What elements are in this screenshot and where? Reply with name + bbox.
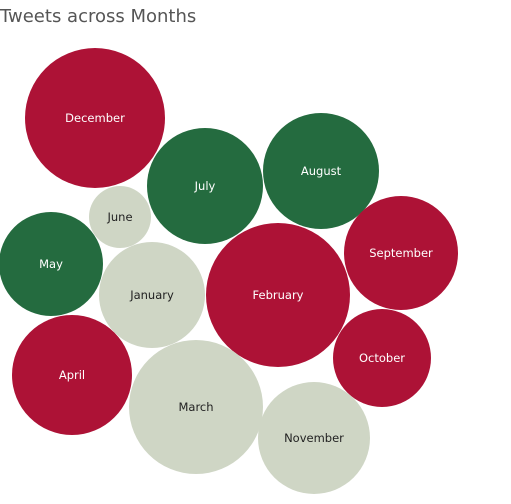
- bubble-october[interactable]: [333, 309, 431, 407]
- bubble-label-june: June: [106, 210, 132, 224]
- bubble-may[interactable]: [0, 212, 103, 316]
- bubble-label-february: February: [253, 288, 304, 302]
- bubble-label-july: July: [194, 179, 216, 193]
- bubble-label-september: September: [369, 246, 433, 260]
- bubble-january[interactable]: [99, 242, 205, 348]
- bubble-june[interactable]: [89, 186, 151, 248]
- bubble-label-august: August: [301, 164, 342, 178]
- bubble-december[interactable]: [25, 48, 165, 188]
- bubble-label-december: December: [65, 111, 125, 125]
- bubble-november[interactable]: [258, 382, 370, 494]
- bubble-march[interactable]: [129, 340, 263, 474]
- bubble-august[interactable]: [263, 113, 379, 229]
- bubble-april[interactable]: [12, 315, 132, 435]
- bubble-july[interactable]: [147, 128, 263, 244]
- bubble-label-january: January: [129, 288, 174, 302]
- bubble-label-march: March: [178, 400, 213, 414]
- bubble-label-may: May: [39, 257, 63, 271]
- bubble-label-april: April: [59, 368, 85, 382]
- bubble-february[interactable]: [206, 223, 350, 367]
- bubble-label-november: November: [284, 431, 344, 445]
- bubble-september[interactable]: [344, 196, 458, 310]
- bubble-label-october: October: [359, 351, 405, 365]
- chart-title: Tweets across Months: [0, 6, 197, 27]
